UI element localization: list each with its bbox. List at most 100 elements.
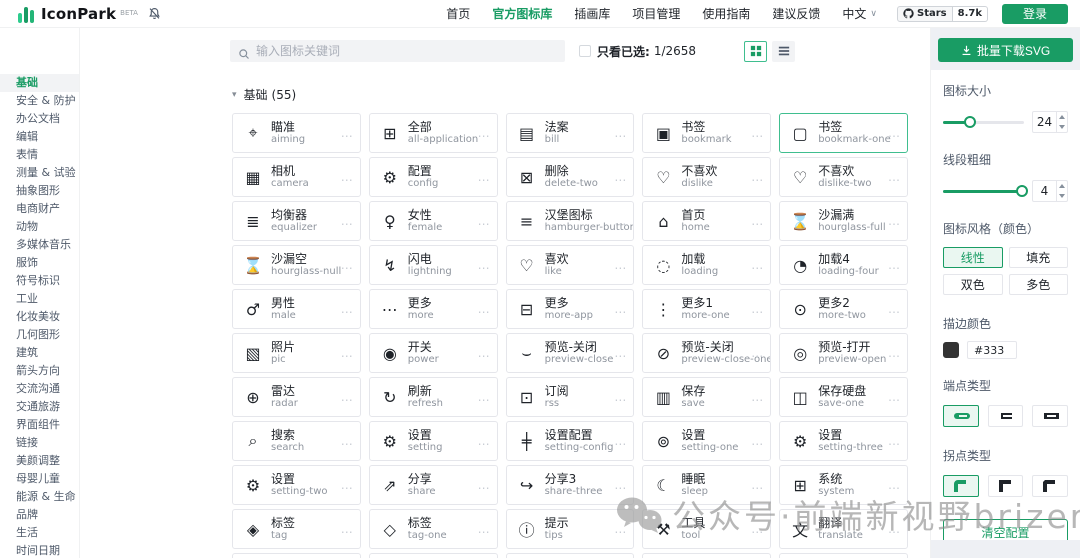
nav-item[interactable]: 插画库 bbox=[574, 7, 611, 21]
card-more-icon[interactable]: … bbox=[340, 126, 354, 140]
card-more-icon[interactable]: … bbox=[477, 126, 491, 140]
icon-card[interactable]: ⊘ 预览-关闭 preview-close-one … bbox=[642, 333, 772, 373]
card-more-icon[interactable]: … bbox=[751, 390, 765, 404]
icon-card[interactable]: … bbox=[779, 553, 908, 558]
card-more-icon[interactable]: … bbox=[751, 126, 765, 140]
icon-card[interactable]: ⊞ 系统 system … bbox=[779, 465, 908, 505]
sidebar-category[interactable]: 品牌 bbox=[16, 508, 38, 521]
sidebar-category[interactable]: 几何图形 bbox=[16, 328, 60, 341]
icon-card[interactable]: ⚙ 设置 setting-two … bbox=[232, 465, 361, 505]
icon-card[interactable]: ▣ 书签 bookmark … bbox=[642, 113, 772, 153]
icon-card[interactable]: ◔ 加载4 loading-four … bbox=[779, 245, 908, 285]
sidebar-category[interactable]: 美颜调整 bbox=[16, 454, 60, 467]
icon-card[interactable]: … bbox=[368, 553, 498, 558]
card-more-icon[interactable]: … bbox=[614, 214, 628, 228]
icon-size-input[interactable]: 24 bbox=[1032, 111, 1068, 133]
language-switcher[interactable]: 中文 ∨ bbox=[842, 5, 877, 22]
icon-card[interactable]: ⇗ 分享 share … bbox=[368, 465, 498, 505]
card-more-icon[interactable]: … bbox=[477, 214, 491, 228]
sidebar-category[interactable]: 服饰 bbox=[16, 256, 38, 269]
icon-card[interactable]: ▧ 照片 pic … bbox=[232, 333, 361, 373]
icon-card[interactable]: ⊙ 更多2 more-two … bbox=[779, 289, 908, 329]
card-more-icon[interactable]: … bbox=[614, 434, 628, 448]
github-stars-badge[interactable]: Stars 8.7k bbox=[897, 5, 988, 22]
card-more-icon[interactable]: … bbox=[340, 170, 354, 184]
card-more-icon[interactable]: … bbox=[751, 478, 765, 492]
sidebar-category[interactable]: 表情 bbox=[16, 148, 38, 161]
sidebar-category[interactable]: 交通旅游 bbox=[16, 400, 60, 413]
card-more-icon[interactable]: … bbox=[340, 478, 354, 492]
icon-card[interactable]: ⋯ 更多 more … bbox=[368, 289, 498, 329]
stroke-color-input[interactable]: #333 bbox=[967, 341, 1017, 359]
notification-bell-muted-icon[interactable] bbox=[148, 7, 161, 20]
card-more-icon[interactable]: … bbox=[614, 390, 628, 404]
card-more-icon[interactable]: … bbox=[477, 522, 491, 536]
card-more-icon[interactable]: … bbox=[614, 522, 628, 536]
icon-card[interactable]: ⚙ 设置 setting-three … bbox=[779, 421, 908, 461]
icon-card[interactable]: ⌛ 沙漏满 hourglass-full … bbox=[779, 201, 908, 241]
card-more-icon[interactable]: … bbox=[751, 170, 765, 184]
icon-card[interactable]: ▤ 法案 bill … bbox=[505, 113, 635, 153]
nav-item[interactable]: 建议反馈 bbox=[772, 7, 821, 21]
card-more-icon[interactable]: … bbox=[614, 126, 628, 140]
card-more-icon[interactable]: … bbox=[477, 170, 491, 184]
spinner-up-icon[interactable] bbox=[1057, 181, 1067, 191]
card-more-icon[interactable]: … bbox=[888, 522, 901, 536]
card-more-icon[interactable]: … bbox=[888, 258, 901, 272]
card-more-icon[interactable]: … bbox=[614, 170, 628, 184]
icon-card[interactable]: ☾ 睡眠 sleep … bbox=[642, 465, 772, 505]
icon-card[interactable]: ⌂ 首页 home … bbox=[642, 201, 772, 241]
card-more-icon[interactable]: … bbox=[888, 478, 901, 492]
icon-card[interactable]: ♡ 不喜欢 dislike-two … bbox=[779, 157, 908, 197]
sidebar-category[interactable]: 交流沟通 bbox=[16, 382, 60, 395]
icon-card[interactable]: ⊟ 更多 more-app … bbox=[505, 289, 635, 329]
card-more-icon[interactable]: … bbox=[888, 390, 901, 404]
card-more-icon[interactable]: … bbox=[340, 214, 354, 228]
card-more-icon[interactable]: … bbox=[751, 522, 765, 536]
stroke-color-swatch[interactable] bbox=[943, 342, 959, 358]
sidebar-category[interactable]: 界面组件 bbox=[16, 418, 60, 431]
card-more-icon[interactable]: … bbox=[888, 302, 901, 316]
icon-card[interactable]: ⚒ 工具 tool … bbox=[642, 509, 772, 549]
icon-card[interactable]: ▦ 相机 camera … bbox=[232, 157, 361, 197]
sidebar-category[interactable]: 箭头方向 bbox=[16, 364, 60, 377]
only-selected-checkbox[interactable] bbox=[579, 45, 591, 57]
icon-card[interactable]: … bbox=[642, 553, 772, 558]
icon-card[interactable]: ⊡ 订阅 rss … bbox=[505, 377, 635, 417]
icon-card[interactable]: ♀ 女性 female … bbox=[368, 201, 498, 241]
style-option-button[interactable]: 多色 bbox=[1008, 274, 1068, 295]
icon-card[interactable]: ♡ 不喜欢 dislike … bbox=[642, 157, 772, 197]
icon-card[interactable]: ◌ 加载 loading … bbox=[642, 245, 772, 285]
icon-card[interactable]: ⊞ 全部 all-application … bbox=[368, 113, 498, 153]
icon-card[interactable]: ⓘ 提示 tips … bbox=[505, 509, 635, 549]
sidebar-category[interactable]: 动物 bbox=[16, 220, 38, 233]
icon-card[interactable]: ⌣ 预览-关闭 preview-close … bbox=[505, 333, 635, 373]
icon-card[interactable]: ╪ 设置配置 setting-config … bbox=[505, 421, 635, 461]
icon-card[interactable]: ◈ 标签 tag … bbox=[232, 509, 361, 549]
nav-item[interactable]: 官方图标库 bbox=[492, 7, 553, 21]
sidebar-category[interactable]: 安全 & 防护 bbox=[16, 94, 76, 107]
style-option-button[interactable]: 线性 bbox=[943, 247, 1003, 268]
card-more-icon[interactable]: … bbox=[477, 258, 491, 272]
nav-item[interactable]: 使用指南 bbox=[702, 7, 751, 21]
nav-item[interactable]: 首页 bbox=[446, 7, 471, 21]
icon-card[interactable]: ⋮ 更多1 more-one … bbox=[642, 289, 772, 329]
icon-card[interactable]: … bbox=[232, 553, 361, 558]
card-more-icon[interactable]: … bbox=[614, 302, 628, 316]
card-more-icon[interactable]: … bbox=[751, 258, 765, 272]
card-more-icon[interactable]: … bbox=[477, 302, 491, 316]
style-option-button[interactable]: 双色 bbox=[943, 274, 1003, 295]
icon-size-slider[interactable] bbox=[943, 115, 1024, 128]
style-option-button[interactable]: 填充 bbox=[1008, 247, 1068, 268]
icon-card[interactable]: ◉ 开关 power … bbox=[368, 333, 498, 373]
icon-card[interactable]: 文 翻译 translate … bbox=[779, 509, 908, 549]
icon-card[interactable]: ⌖ 瞄准 aiming … bbox=[232, 113, 361, 153]
spinner-down-icon[interactable] bbox=[1057, 191, 1067, 201]
card-more-icon[interactable]: … bbox=[614, 258, 628, 272]
sidebar-category[interactable]: 符号标识 bbox=[16, 274, 60, 287]
card-more-icon[interactable]: … bbox=[888, 214, 901, 228]
icon-card[interactable]: ⚙ 设置 setting … bbox=[368, 421, 498, 461]
card-more-icon[interactable]: … bbox=[477, 390, 491, 404]
join-miter-button[interactable] bbox=[987, 475, 1024, 497]
batch-download-button[interactable]: 批量下载SVG bbox=[938, 38, 1073, 62]
